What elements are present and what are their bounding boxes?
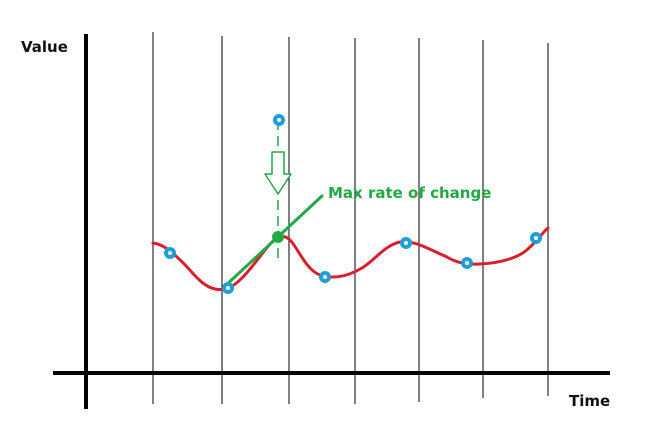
sample-point-center [404, 241, 408, 245]
sample-point-center [465, 261, 469, 265]
signal-curve [151, 226, 550, 292]
sample-point-center [277, 118, 281, 122]
tangent-line [222, 194, 324, 289]
max-rate-annotation: Max rate of change [328, 184, 492, 202]
down-arrow-icon [264, 151, 292, 195]
sample-point-center [534, 236, 538, 240]
y-axis-label: Value [21, 38, 68, 56]
grid-lines [152, 32, 549, 404]
x-axis-label: Time [569, 392, 611, 410]
sample-point-center [323, 275, 327, 279]
sample-points [164, 114, 542, 294]
sample-point-center [168, 251, 172, 255]
axes [53, 34, 610, 409]
max-rate-point [272, 231, 284, 243]
sample-point-center [226, 286, 230, 290]
